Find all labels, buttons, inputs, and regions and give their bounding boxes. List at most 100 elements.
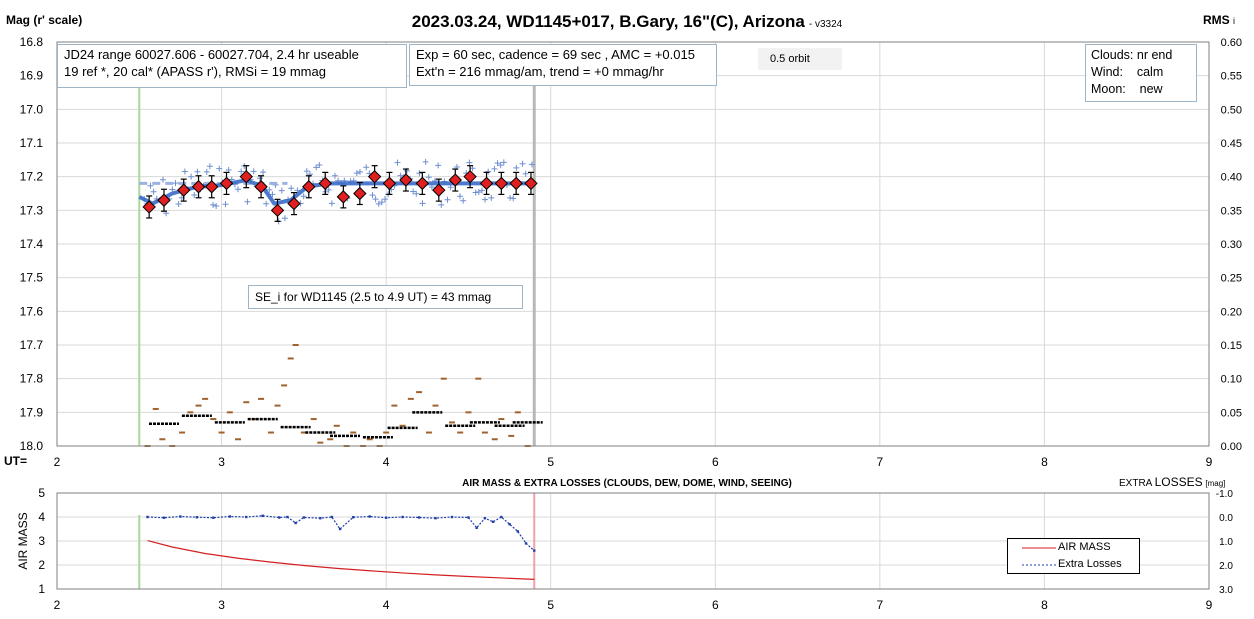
raw-data-point bbox=[394, 159, 401, 166]
version-label: - v3324 bbox=[808, 19, 843, 30]
binned-data-point bbox=[318, 176, 332, 191]
raw-data-point bbox=[497, 162, 504, 169]
binned-data-point bbox=[399, 173, 413, 187]
raw-data-point bbox=[281, 215, 288, 222]
extra-losses-point bbox=[483, 517, 487, 520]
extra-losses-point bbox=[330, 515, 334, 519]
x-tick-label: 7 bbox=[877, 455, 884, 469]
raw-data-point bbox=[235, 186, 242, 193]
raw-data-point bbox=[466, 159, 473, 166]
se-box: SE_i for WD1145 (2.5 to 4.9 UT) = 43 mma… bbox=[248, 285, 523, 309]
raw-data-point bbox=[316, 162, 323, 169]
legend-airmass: AIR MASS bbox=[1058, 541, 1111, 553]
binned-data-point bbox=[382, 176, 397, 191]
raw-data-point bbox=[363, 164, 370, 171]
x-tick-label: 6 bbox=[712, 455, 719, 469]
y-tick-label: 17.8 bbox=[20, 372, 44, 386]
raw-data-point bbox=[278, 187, 285, 194]
lower-x-tick-label: 7 bbox=[877, 598, 884, 612]
raw-data-point bbox=[507, 194, 514, 201]
raw-data-point bbox=[328, 200, 335, 207]
binned-data-point bbox=[287, 196, 301, 211]
upper-data-layer bbox=[138, 84, 543, 447]
y-tick-label: 17.1 bbox=[20, 136, 44, 150]
clouds-value: nr end bbox=[1136, 48, 1173, 62]
se-text: SE_i for WD1145 (2.5 to 4.9 UT) = 43 mma… bbox=[255, 290, 492, 304]
raw-data-point bbox=[266, 186, 273, 193]
rms-tick-label: 0.20 bbox=[1221, 306, 1242, 318]
extra-losses-point bbox=[319, 517, 322, 520]
lower-x-tick-label: 5 bbox=[547, 598, 554, 612]
lower-y-tick-label: 5 bbox=[38, 486, 45, 500]
raw-data-point bbox=[375, 200, 382, 207]
x-tick-label: 8 bbox=[1041, 455, 1048, 469]
lower-x-tick-label: 8 bbox=[1041, 598, 1048, 612]
raw-data-point bbox=[194, 168, 201, 175]
right-axis-title: RMS i bbox=[1203, 13, 1235, 27]
y-tick-label: 16.8 bbox=[20, 35, 44, 49]
binned-data-point bbox=[204, 180, 219, 194]
extra-losses-point bbox=[277, 516, 281, 519]
exposure-line2: Ext'n = 216 mmag/am, trend = +0 mmag/hr bbox=[416, 64, 664, 79]
conditions-box: Clouds: nr end Wind: calm Moon: new bbox=[1085, 44, 1197, 102]
binned-data-point bbox=[191, 180, 206, 194]
lower-x-tick-label: 6 bbox=[712, 598, 719, 612]
lower-y-tick-label: 1 bbox=[38, 582, 45, 596]
raw-data-point bbox=[238, 168, 245, 175]
raw-data-point bbox=[191, 192, 198, 199]
extra-losses-point bbox=[450, 515, 454, 519]
wind-label: Wind: bbox=[1091, 65, 1123, 79]
extra-losses-point bbox=[533, 549, 536, 552]
rms-tick-label: 0.45 bbox=[1221, 138, 1242, 150]
upper-plot-frame bbox=[56, 41, 1210, 447]
lower-y-tick-label: 2 bbox=[38, 558, 45, 572]
exposure-line1: Exp = 60 sec, cadence = 69 sec , AMC = +… bbox=[416, 47, 695, 62]
binned-data-point bbox=[448, 173, 462, 187]
extra-losses-point bbox=[302, 516, 306, 519]
lower-x-tick-label: 9 bbox=[1206, 598, 1213, 612]
extra-losses-point bbox=[524, 542, 528, 545]
binned-data-point bbox=[479, 176, 494, 191]
y-tick-label: 17.0 bbox=[20, 102, 44, 116]
binned-data-point bbox=[336, 190, 351, 204]
x-tick-label: 9 bbox=[1206, 455, 1213, 469]
losses-tick-label: 2.0 bbox=[1219, 561, 1233, 572]
extra-losses-line bbox=[147, 515, 535, 552]
rms-tick-label: 0.60 bbox=[1221, 37, 1242, 49]
binned-data-point bbox=[463, 169, 477, 184]
raw-data-point bbox=[313, 164, 320, 171]
extra-losses-point bbox=[500, 515, 503, 519]
binned-data-point bbox=[219, 176, 234, 191]
raw-data-point bbox=[206, 163, 213, 170]
extra-losses-point bbox=[475, 526, 478, 529]
airmass-line bbox=[147, 539, 535, 580]
raw-data-point bbox=[244, 198, 251, 205]
raw-data-point bbox=[159, 176, 166, 183]
x-tick-label: 4 bbox=[383, 455, 390, 469]
binned-data-point bbox=[302, 180, 316, 194]
raw-data-point bbox=[210, 201, 217, 208]
losses-tick-label: -1.0 bbox=[1216, 489, 1234, 500]
moon-row: Moon: new bbox=[1091, 81, 1191, 98]
extra-losses-point bbox=[146, 515, 149, 519]
raw-data-point bbox=[260, 169, 267, 176]
extra-losses-big: LOSSES bbox=[1154, 475, 1203, 489]
extra-losses-point bbox=[294, 521, 297, 525]
left-axis-title: Mag (r' scale) bbox=[6, 13, 83, 27]
raw-data-point bbox=[250, 168, 257, 175]
binned-data-point bbox=[509, 176, 523, 191]
raw-data-point bbox=[485, 168, 492, 175]
binned-data-point bbox=[524, 176, 538, 191]
jd-range-line2: 19 ref *, 20 cal* (APASS r'), RMSi = 19 … bbox=[64, 64, 326, 79]
rms-tick-label: 0.00 bbox=[1221, 441, 1242, 453]
binned-data-point bbox=[367, 169, 382, 184]
clouds-label: Clouds: bbox=[1091, 48, 1134, 62]
raw-data-point bbox=[203, 168, 210, 175]
raw-data-point bbox=[172, 180, 179, 187]
lower-plot-frame bbox=[56, 492, 1210, 590]
extra-losses-point bbox=[434, 517, 437, 520]
rms-tick-label: 0.25 bbox=[1221, 273, 1242, 285]
binned-data-point bbox=[415, 176, 430, 191]
binned-data-point bbox=[142, 200, 156, 214]
rms-tick-label: 0.55 bbox=[1221, 71, 1242, 83]
